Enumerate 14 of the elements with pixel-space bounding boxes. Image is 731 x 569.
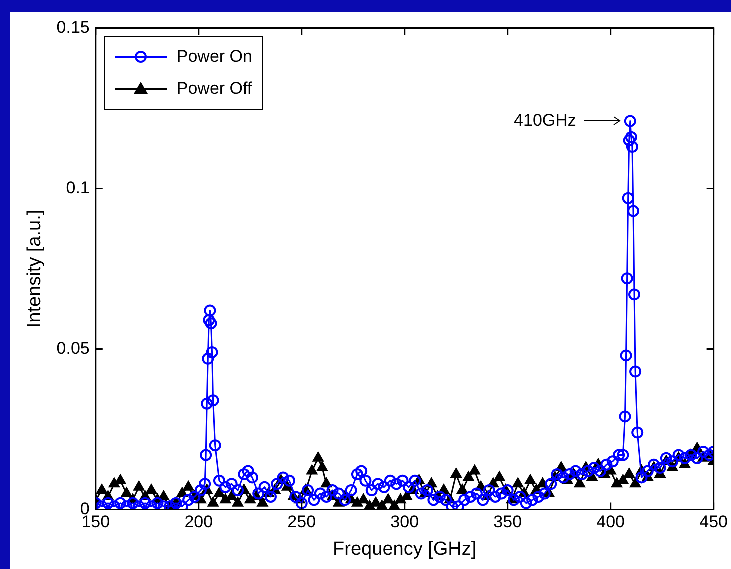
legend-label: Power On — [176, 47, 252, 68]
x-tick-label: 200 — [184, 512, 214, 532]
x-axis-title: Frequency [GHz] — [333, 538, 477, 560]
x-tick-label: 400 — [596, 512, 626, 532]
y-axis-title: Intensity [a.u.] — [24, 210, 46, 328]
x-tick-label: 450 — [700, 512, 728, 532]
y-tick-label: 0.05 — [56, 338, 90, 358]
legend-label: Power Off — [176, 79, 252, 100]
x-tick-label: 250 — [288, 512, 316, 532]
x-tick-label: 300 — [390, 512, 420, 532]
annotation: 410GHz — [514, 111, 576, 132]
x-tick-label: 350 — [494, 512, 522, 532]
y-tick-label: 0.15 — [56, 18, 90, 37]
y-tick-label: 0.1 — [66, 178, 90, 198]
